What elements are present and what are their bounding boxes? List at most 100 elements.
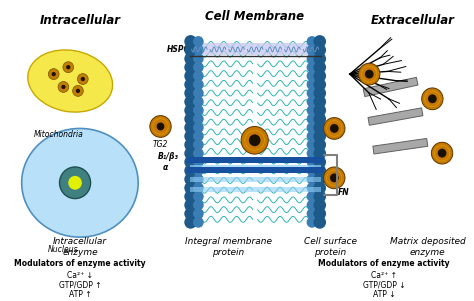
Circle shape [324, 118, 345, 139]
Text: Mitochondria: Mitochondria [34, 130, 83, 139]
Circle shape [184, 173, 197, 186]
Text: Nucleus: Nucleus [48, 245, 79, 254]
Circle shape [358, 63, 380, 85]
Circle shape [58, 82, 69, 92]
Circle shape [68, 176, 82, 190]
Circle shape [184, 164, 197, 177]
Text: HSPG: HSPG [167, 45, 191, 54]
Text: Modulators of enzyme activity: Modulators of enzyme activity [14, 259, 146, 268]
Circle shape [193, 148, 204, 159]
Circle shape [313, 70, 326, 82]
Circle shape [184, 61, 197, 74]
Circle shape [330, 124, 338, 133]
Circle shape [307, 122, 317, 133]
Circle shape [193, 53, 204, 64]
Circle shape [330, 173, 338, 182]
Circle shape [76, 89, 80, 93]
Bar [187, 167, 324, 173]
Text: Intracellular: Intracellular [39, 14, 120, 27]
Circle shape [307, 157, 317, 167]
Bar [190, 177, 321, 182]
Circle shape [313, 61, 326, 74]
Circle shape [193, 70, 204, 81]
Circle shape [184, 138, 197, 151]
Circle shape [184, 121, 197, 134]
Circle shape [156, 123, 164, 130]
Text: Cell Membrane: Cell Membrane [205, 10, 304, 23]
Circle shape [193, 131, 204, 142]
Polygon shape [363, 77, 418, 97]
Circle shape [184, 52, 197, 65]
Circle shape [184, 104, 197, 117]
Circle shape [307, 182, 317, 193]
Circle shape [193, 79, 204, 90]
Circle shape [193, 157, 204, 167]
Circle shape [313, 44, 326, 57]
Circle shape [193, 208, 204, 219]
Circle shape [184, 87, 197, 100]
Circle shape [81, 77, 85, 81]
Circle shape [307, 200, 317, 210]
Circle shape [365, 70, 374, 79]
Circle shape [193, 62, 204, 73]
Circle shape [193, 105, 204, 116]
Circle shape [307, 174, 317, 185]
Circle shape [313, 52, 326, 65]
Circle shape [184, 207, 197, 220]
Ellipse shape [22, 129, 138, 237]
Circle shape [324, 167, 345, 189]
Circle shape [313, 199, 326, 212]
Circle shape [313, 121, 326, 134]
Circle shape [193, 139, 204, 150]
Text: Ca²⁺ ↓: Ca²⁺ ↓ [67, 271, 93, 280]
Text: FN: FN [338, 188, 350, 197]
Circle shape [313, 147, 326, 160]
Text: Intracellular
enzyme: Intracellular enzyme [53, 237, 107, 257]
Circle shape [73, 85, 83, 96]
Circle shape [193, 217, 204, 228]
Circle shape [307, 70, 317, 81]
Circle shape [63, 62, 73, 73]
Bar [190, 165, 321, 170]
Circle shape [313, 78, 326, 91]
Circle shape [313, 35, 326, 48]
Circle shape [77, 74, 88, 85]
Circle shape [431, 142, 453, 164]
Circle shape [307, 53, 317, 64]
Circle shape [150, 116, 171, 137]
Circle shape [249, 134, 261, 146]
Circle shape [313, 87, 326, 100]
Circle shape [60, 167, 91, 199]
Circle shape [184, 44, 197, 57]
Circle shape [184, 78, 197, 91]
Circle shape [307, 191, 317, 202]
Text: ATP ↓: ATP ↓ [373, 290, 395, 299]
Circle shape [193, 45, 204, 56]
Circle shape [307, 79, 317, 90]
Bar [187, 157, 324, 163]
Circle shape [193, 191, 204, 202]
Circle shape [307, 96, 317, 107]
Circle shape [307, 139, 317, 150]
Circle shape [184, 95, 197, 108]
Circle shape [193, 182, 204, 193]
Circle shape [313, 164, 326, 177]
Circle shape [313, 130, 326, 143]
Text: B₁/β₃: B₁/β₃ [157, 152, 179, 161]
Circle shape [313, 95, 326, 108]
Circle shape [193, 165, 204, 176]
Text: TG2: TG2 [153, 140, 168, 149]
Circle shape [313, 182, 326, 194]
Circle shape [184, 35, 197, 48]
Text: Cell surface
protein: Cell surface protein [304, 237, 357, 257]
Circle shape [184, 182, 197, 194]
Circle shape [184, 70, 197, 82]
Circle shape [313, 216, 326, 229]
Text: Modulators of enzyme activity: Modulators of enzyme activity [318, 259, 450, 268]
Circle shape [241, 126, 268, 154]
Circle shape [313, 173, 326, 186]
Circle shape [307, 217, 317, 228]
Circle shape [307, 208, 317, 219]
Circle shape [193, 122, 204, 133]
Circle shape [313, 104, 326, 117]
